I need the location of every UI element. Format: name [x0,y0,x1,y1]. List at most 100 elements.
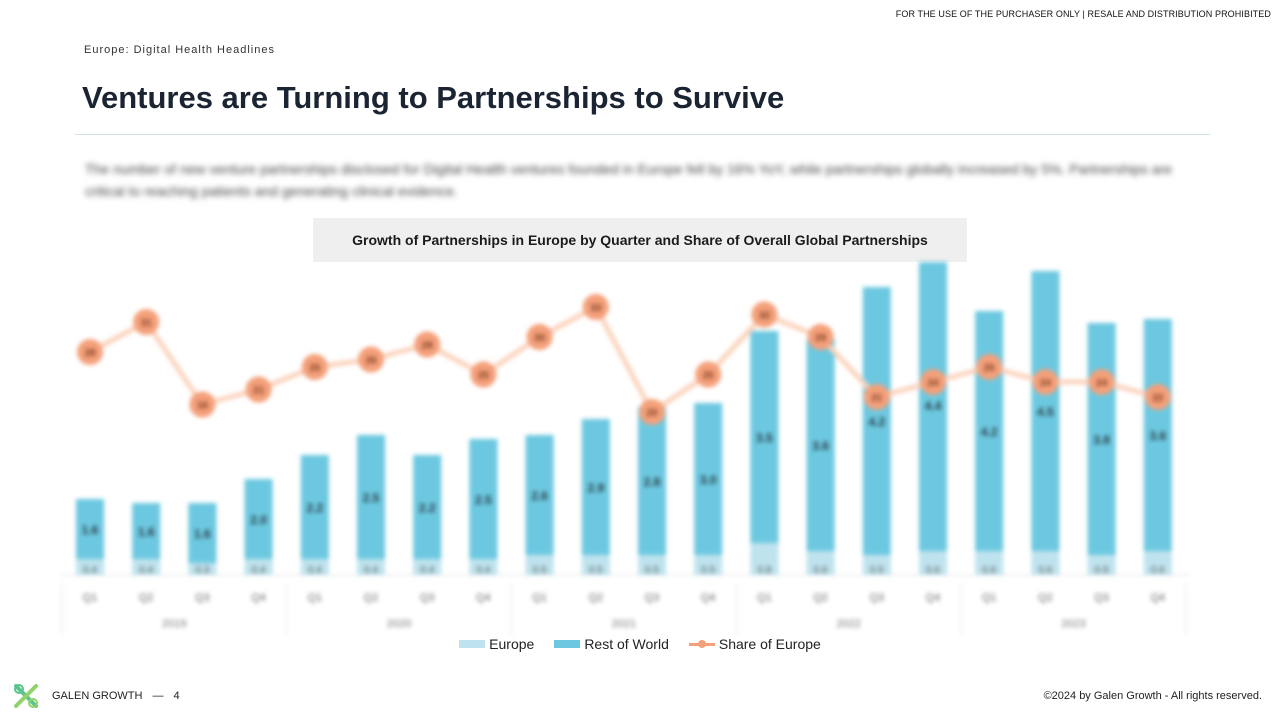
year-tick-label: 2022 [836,618,860,630]
footer-brand: GALEN GROWTH — 4 [10,680,180,712]
bar-data-label: 2.2 [306,501,323,515]
quarter-tick-label: Q1 [757,592,772,604]
europe-data-label: 0.5 [1095,565,1109,576]
rest-of-world-bar [806,339,835,551]
chart-title: Growth of Partnerships in Europe by Quar… [352,232,928,248]
quarter-tick-label: Q4 [1150,592,1165,604]
share-point [245,376,272,403]
bar-data-label: 3.6 [812,439,829,453]
quarter-tick-label: Q4 [701,592,716,604]
europe-data-label: 0.5 [533,565,547,576]
page-title: Ventures are Turning to Partnerships to … [82,80,785,115]
legend-europe: Europe [459,636,534,652]
europe-bar [413,559,442,575]
share-data-label: 22 [1152,393,1164,404]
bar-data-label: 1.6 [194,527,211,541]
rest-of-world-bar [581,419,610,555]
europe-bar [638,555,666,575]
rest-of-world-bar [132,503,161,559]
rest-of-world-bar [975,311,1004,551]
europe-data-label: 0.5 [701,565,715,576]
share-data-label: 24 [1040,378,1052,389]
europe-bar [469,559,498,575]
europe-bar [806,551,835,575]
share-point [301,354,328,380]
bar-data-label: 2.8 [644,475,661,489]
rest-of-world-bar [188,503,217,563]
rest-of-world-bar [300,455,329,559]
europe-bar [1031,551,1060,575]
europe-bar [862,555,891,575]
europe-data-label: 0.4 [364,565,378,576]
quarter-tick-label: Q3 [1094,592,1109,604]
share-point [77,339,103,365]
share-point [1088,369,1115,395]
europe-bar [76,559,104,575]
bar-data-label: 1.6 [138,525,155,539]
footer-dash: — [152,690,164,702]
share-data-label: 24 [927,378,939,389]
share-data-label: 31 [141,318,153,329]
legend-share-label: Share of Europe [718,636,821,652]
europe-bar [188,563,217,575]
disclaimer-text: FOR THE USE OF THE PURCHASER ONLY | RESA… [895,9,1271,19]
rest-of-world-bar [750,331,779,543]
galen-growth-logo [14,684,38,708]
share-point [807,324,834,350]
bar-data-label: 3.0 [700,473,717,487]
footer-brand-name: GALEN GROWTH [52,690,143,702]
europe-data-label: 0.6 [1151,565,1165,576]
share-point [358,346,384,373]
europe-data-label: 0.4 [476,565,490,576]
quarter-tick-label: Q1 [83,592,98,604]
europe-data-label: 0.8 [757,565,771,576]
share-data-label: 32 [759,311,771,322]
europe-bar [581,555,610,575]
europe-data-label: 0.6 [926,565,940,576]
europe-bar [1143,551,1172,575]
quarter-tick-label: Q2 [1038,592,1053,604]
europe-data-label: 0.4 [139,565,153,576]
quarter-tick-label: Q1 [982,592,997,604]
share-point [414,331,441,358]
europe-data-label: 0.6 [814,565,828,576]
rest-of-world-bar [525,435,554,555]
share-point [526,324,553,350]
year-tick-label: 2021 [612,618,636,630]
europe-bar [919,551,947,575]
share-point [133,309,160,335]
europe-data-label: 0.5 [870,565,884,576]
rest-of-world-bar [244,479,273,559]
bar-data-label: 2.5 [363,491,380,505]
europe-bar [750,543,779,575]
europe-bar [132,559,161,575]
bar-data-label: 3.5 [756,431,773,445]
bar-data-label: 4.5 [1037,405,1054,419]
share-data-label: 24 [1096,378,1108,389]
share-data-label: 16 [197,401,209,412]
quarter-tick-label: Q3 [420,592,435,604]
europe-data-label: 0.4 [420,565,434,576]
share-point [470,361,497,388]
europe-data-label: 0.6 [1038,565,1052,576]
europe-bar [1087,555,1116,575]
europe-data-label: 0.5 [645,565,659,576]
share-data-label: 29 [815,333,827,344]
quarter-tick-label: Q2 [813,592,828,604]
footer-copyright: ©2024 by Galen Growth - All rights reser… [1043,690,1262,702]
share-point [1144,384,1171,410]
share-data-label: 25 [984,363,996,374]
bar-data-label: 2.5 [475,493,492,507]
quarter-tick-label: Q1 [532,592,547,604]
title-divider [75,134,1210,135]
share-point [976,354,1003,380]
share-data-label: 21 [253,386,265,397]
section-label: Europe: Digital Health Headlines [84,44,275,56]
quarter-tick-label: Q2 [364,592,379,604]
rest-of-world-bar [1031,271,1060,551]
europe-bar [357,559,385,575]
rest-of-world-swatch [554,640,581,648]
rest-of-world-bar [413,455,442,559]
chart-legend: Europe Rest of World Share of Europe [0,636,1280,652]
bar-data-label: 4.2 [981,425,998,439]
